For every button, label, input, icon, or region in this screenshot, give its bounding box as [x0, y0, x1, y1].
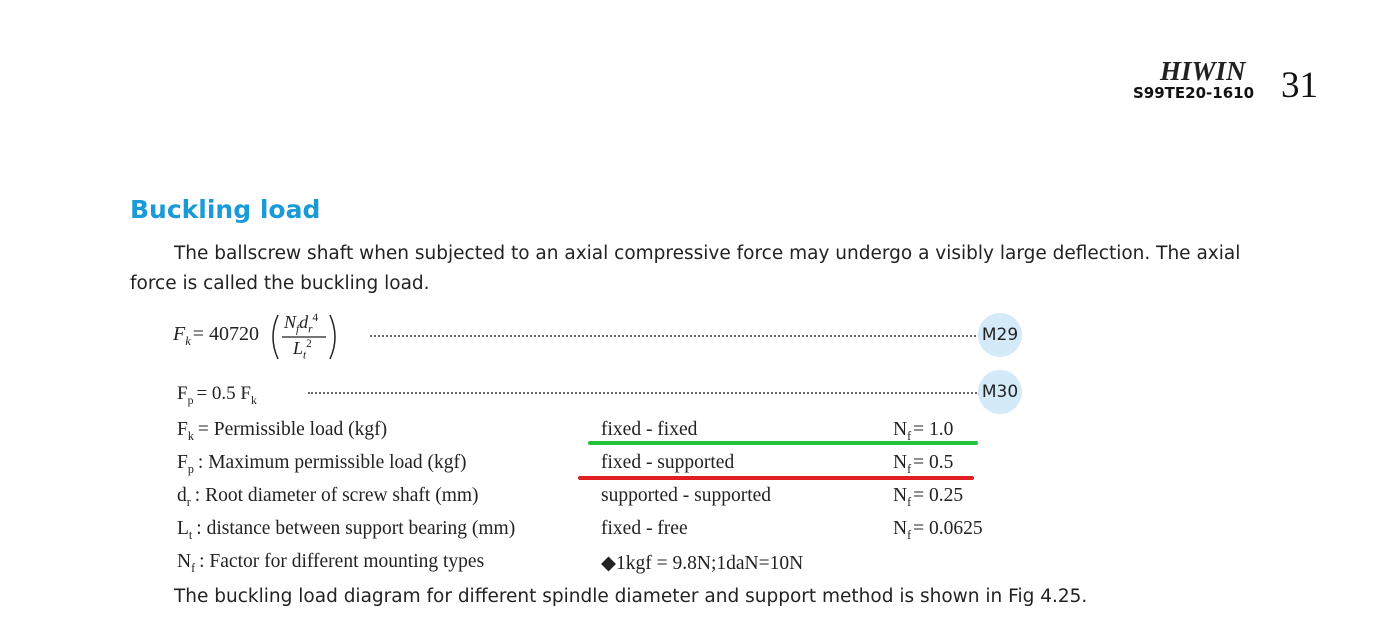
- green-underline: [588, 441, 978, 445]
- subscript: k: [187, 428, 194, 443]
- factor-value: = 0.0625: [913, 518, 983, 539]
- numerator: Nfdr4: [284, 312, 318, 336]
- definition: dr: Root diameter of screw shaft (mm): [177, 485, 479, 510]
- factor: Nf = 0.5: [893, 452, 953, 477]
- subscript: p: [187, 393, 194, 407]
- symbol: F: [177, 452, 188, 473]
- subscript: r: [186, 494, 191, 509]
- denominator: Lt2: [293, 338, 312, 362]
- symbol: F: [173, 323, 186, 345]
- rhs: = 0.5 F: [196, 383, 252, 404]
- brand: HIWIN: [1160, 56, 1246, 86]
- n-sub: f: [296, 323, 300, 336]
- factor: Nf = 0.25: [893, 485, 963, 510]
- mounting-type: fixed - free: [601, 518, 688, 539]
- leader-dots: [308, 392, 980, 394]
- n: N: [284, 312, 297, 332]
- subscript: k: [185, 334, 191, 348]
- l: L: [293, 338, 304, 358]
- d-sub: r: [308, 323, 313, 336]
- factor: Nf = 1.0: [893, 419, 953, 444]
- symbol: F: [177, 419, 188, 440]
- formula-lhs: Fk = 40720: [173, 323, 259, 349]
- factor: Nf = 0.0625: [893, 518, 983, 543]
- definition: Fp: Maximum permissible load (kgf): [177, 452, 467, 477]
- subscript: p: [187, 461, 194, 476]
- d-exp: 4: [312, 312, 319, 324]
- parentheses: [272, 314, 336, 360]
- description: : distance between support bearing (mm): [196, 518, 516, 539]
- description: = Permissible load (kgf): [197, 419, 388, 440]
- symbol: F: [177, 383, 188, 404]
- formula-tag: M29: [978, 313, 1022, 357]
- factor-sub: f: [907, 527, 912, 542]
- page-number: 31: [1281, 65, 1318, 106]
- definition: Lt: distance between support bearing (mm…: [177, 518, 515, 543]
- definition: Fk = Permissible load (kgf): [177, 419, 387, 444]
- factor-symbol: N: [893, 419, 908, 440]
- description: : Maximum permissible load (kgf): [197, 452, 467, 473]
- factor-value: = 0.25: [913, 485, 964, 506]
- leader-dots: [370, 335, 980, 337]
- factor-value: = 0.5: [913, 452, 954, 473]
- mounting-type: supported - supported: [601, 485, 772, 506]
- closing-text: The buckling load diagram for different …: [174, 586, 1088, 607]
- factor-sub: f: [907, 428, 912, 443]
- subscript: f: [191, 560, 196, 575]
- symbol: L: [177, 518, 189, 539]
- d: d: [299, 312, 309, 332]
- factor-sub: f: [907, 461, 912, 476]
- mounting-type: fixed - supported: [601, 452, 735, 473]
- factor-value: = 1.0: [913, 419, 954, 440]
- symbol: d: [177, 485, 187, 506]
- subscript: t: [188, 527, 193, 542]
- description: : Root diameter of screw shaft (mm): [194, 485, 479, 506]
- factor-symbol: N: [893, 452, 908, 473]
- mounting-type: fixed - fixed: [601, 419, 698, 440]
- paragraph: The ballscrew shaft when subjected to an…: [130, 243, 1241, 294]
- red-underline: [578, 476, 974, 480]
- formula-2: Fp = 0.5 Fk: [177, 383, 257, 408]
- doc-code: S99TE20-1610: [1133, 84, 1255, 102]
- factor-sub: f: [907, 494, 912, 509]
- formula-tag: M30: [978, 370, 1022, 414]
- coefficient: = 40720: [192, 323, 259, 345]
- rhs-sub: k: [251, 393, 257, 407]
- l-exp: 2: [306, 338, 312, 350]
- section-title: Buckling load: [130, 195, 321, 224]
- description: : Factor for different mounting types: [199, 551, 485, 572]
- l-sub: t: [303, 349, 307, 362]
- definition: Nf: Factor for different mounting types: [177, 551, 484, 576]
- factor-symbol: N: [893, 518, 908, 539]
- symbol: N: [177, 551, 192, 572]
- mounting-type: ◆1kgf = 9.8N;1daN=10N: [601, 553, 804, 574]
- factor-symbol: N: [893, 485, 908, 506]
